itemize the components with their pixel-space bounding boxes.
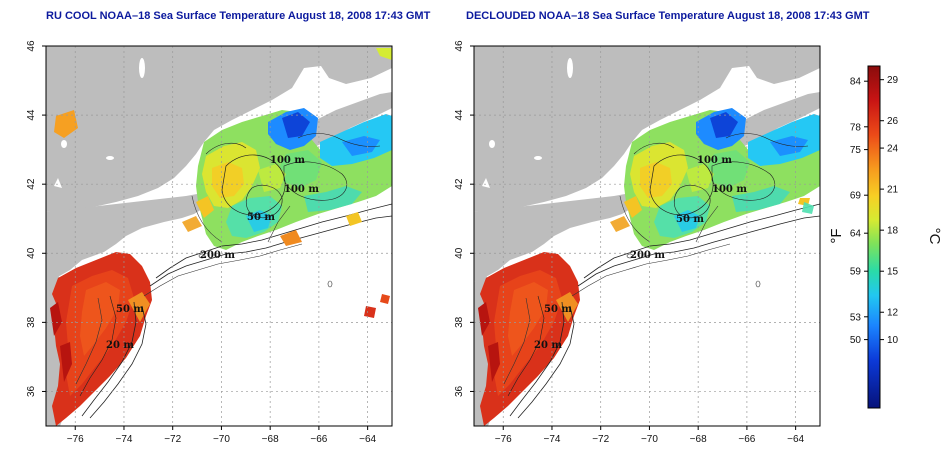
y-tick-label: 46 [454,40,465,52]
fahrenheit-tick-label: 75 [850,145,862,156]
y-tick-label: 36 [454,385,465,397]
right-contour-label-20m: 20 m [534,340,562,351]
y-tick-label: 42 [26,178,37,190]
x-tick-label: −68 [262,434,279,445]
celsius-tick-label: 29 [887,75,899,86]
y-tick-label: 38 [454,316,465,328]
right-grid [474,45,820,426]
celsius-tick-label: 15 [887,267,899,278]
fahrenheit-tick-label: 78 [850,122,862,133]
fahrenheit-tick-label: 53 [850,312,862,323]
left-axis-ticks: −76 −74 −72 −70 −68 −66 −64 36 38 40 42 44 46 [26,40,377,445]
right-contour-label-50m-a: 50 m [676,214,704,225]
x-tick-label: −64 [787,434,804,445]
fahrenheit-tick-label: 84 [850,77,862,88]
celsius-tick-label: 18 [887,226,899,237]
y-tick-label: 46 [26,40,37,52]
fahrenheit-tick-label: 64 [850,229,862,240]
left-grid [46,45,392,426]
x-tick-label: −66 [310,434,327,445]
left-contour-label-100m-a: 100 m [270,155,305,166]
left-contour-label-50m-a: 50 m [247,212,275,223]
celsius-tick-label: 26 [887,116,899,127]
left-contour-label-50m-b: 50 m [116,304,144,315]
x-tick-label: −64 [359,434,376,445]
celsius-tick-label: 10 [887,335,899,346]
y-tick-label: 44 [454,109,465,121]
y-tick-label: 38 [26,316,37,328]
x-tick-label: −66 [738,434,755,445]
left-contour-label-200m: 200 m [200,250,235,261]
left-contour-label-100m-b: 100 m [284,184,319,195]
fahrenheit-tick-label: 59 [850,267,862,278]
colorbar-ticks: 29 26 24 21 18 15 12 10 84 78 75 69 64 59 53 50 [850,75,899,346]
right-contour-label-100m-a: 100 m [697,155,732,166]
y-tick-label: 40 [454,247,465,259]
y-tick-label: 42 [454,178,465,190]
x-tick-label: −70 [213,434,230,445]
celsius-tick-label: 24 [887,144,899,155]
right-axis-ticks: −76 −74 −72 −70 −68 −66 −64 36 38 40 42 44 46 [454,40,805,445]
right-contour-label-100m-b: 100 m [712,184,747,195]
fahrenheit-tick-label: 69 [850,191,862,202]
unit-celsius-label: °C [926,228,943,245]
x-tick-label: −70 [641,434,658,445]
right-map-panel [473,45,821,427]
x-tick-label: −68 [690,434,707,445]
left-map-title: RU COOL NOAA–18 Sea Surface Temperature … [46,10,431,22]
x-tick-label: −72 [592,434,609,445]
x-tick-label: −76 [67,434,84,445]
y-tick-label: 40 [26,247,37,259]
left-map-panel [45,45,393,427]
colorbar [867,65,881,409]
x-tick-label: −74 [115,434,132,445]
x-tick-label: −74 [543,434,560,445]
right-contour-label-200m: 200 m [630,250,665,261]
celsius-tick-label: 21 [887,185,899,196]
right-map-frame [473,45,821,427]
y-tick-label: 36 [26,385,37,397]
celsius-tick-label: 12 [887,308,899,319]
left-map-frame [45,45,393,427]
x-tick-label: −76 [495,434,512,445]
right-contour-label-50m-b: 50 m [544,304,572,315]
left-contour-label-20m: 20 m [106,340,134,351]
x-tick-label: −72 [164,434,181,445]
fahrenheit-tick-label: 50 [850,335,862,346]
right-map-title: DECLOUDED NOAA–18 Sea Surface Temperatur… [466,10,870,22]
y-tick-label: 44 [26,109,37,121]
unit-fahrenheit-label: °F [828,228,845,243]
